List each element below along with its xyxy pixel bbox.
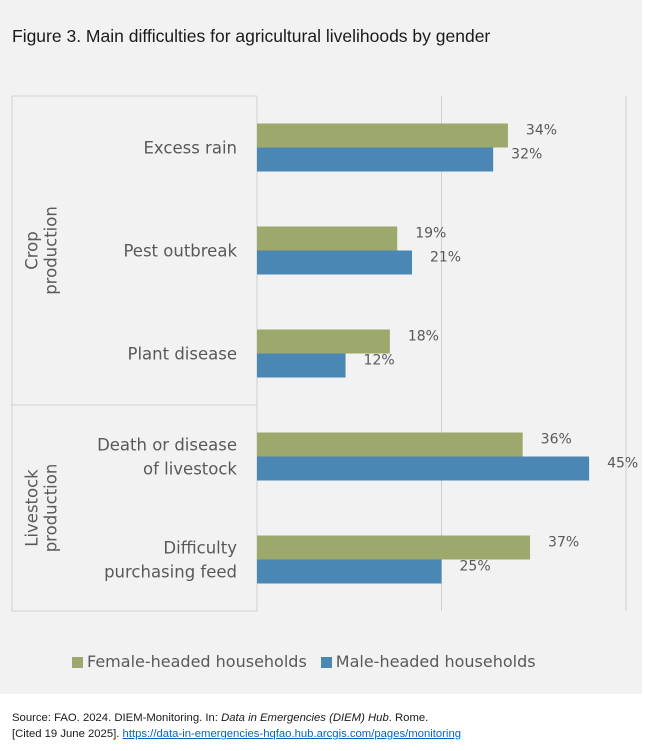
category-label-plant-disease: Plant disease [128,345,237,364]
figure-panel: Figure 3. Main difficulties for agricult… [0,0,642,694]
bar-male-headed-households-excess-rain [257,147,494,172]
bar-chart: Cropproduction Livestockproduction Excess … [11,95,638,612]
bar-female-headed-households-plant-disease [257,329,390,354]
source-link[interactable]: https://data-in-emergencies-hqfao.hub.ar… [122,728,462,740]
legend-label-male-headed-households: Male-headed households [335,652,536,671]
bar-female-headed-households-death-or-disease-of-livestock [257,432,523,457]
bar-female-headed-households-pest-outbreak [257,226,398,251]
data-label-female-headed-households-pest-outbreak: 19% [415,226,446,242]
source-cited: [Cited 19 June 2025]. [12,728,123,740]
legend-swatch-male-headed-households [320,657,332,668]
category-label-excess-rain: Excess rain [144,139,238,158]
category-label-pest-outbreak: Pest outbreak [123,242,237,261]
source-text: Source: FAO. 2024. DIEM-Monitoring. In: [12,712,222,724]
data-label-male-headed-households-excess-rain: 32% [511,147,542,163]
data-label-male-headed-households-death-or-disease-of-livestock: 45% [607,456,638,472]
legend-swatch-female-headed-households [72,657,83,668]
data-label-female-headed-households-death-or-disease-of-livestock: 36% [541,432,572,448]
bar-male-headed-households-difficulty-purchasing-feed [257,559,442,584]
chart-legend: Female-headed households Male-headed hous… [72,652,550,671]
data-label-female-headed-households-difficulty-purchasing-feed: 37% [548,535,579,551]
bar-male-headed-households-plant-disease [257,353,346,378]
legend-item-female-headed-households: Female-headed households [72,652,307,671]
bar-female-headed-households-difficulty-purchasing-feed [257,535,531,560]
group-label-crop-production: Cropproduction [23,206,61,295]
bar-male-headed-households-death-or-disease-of-livestock [257,456,590,481]
data-label-female-headed-households-plant-disease: 18% [408,329,439,345]
legend-label-female-headed-households: Female-headed households [87,652,307,671]
bar-male-headed-households-pest-outbreak [257,250,412,275]
data-label-female-headed-households-excess-rain: 34% [526,123,557,139]
figure-title: Figure 3. Main difficulties for agricult… [12,26,491,46]
data-label-male-headed-households-plant-disease: 12% [364,353,395,369]
source-note: Source: FAO. 2024. DIEM-Monitoring. In: … [12,710,461,742]
legend-item-male-headed-households: Male-headed households [320,652,536,671]
category-label-difficulty-purchasing-feed: Difficulty purchasing feed [104,539,237,582]
source-place: . Rome. [388,712,429,724]
bar-female-headed-households-excess-rain [257,123,508,148]
data-label-male-headed-households-pest-outbreak: 21% [430,250,461,266]
data-label-male-headed-households-difficulty-purchasing-feed: 25% [460,559,491,575]
source-publication: Data in Emergencies (DIEM) Hub [221,712,389,724]
category-label-death-or-disease-of-livestock: Death or disease of livestock [97,436,237,479]
group-label-livestock-production: Livestockproduction [23,464,61,553]
